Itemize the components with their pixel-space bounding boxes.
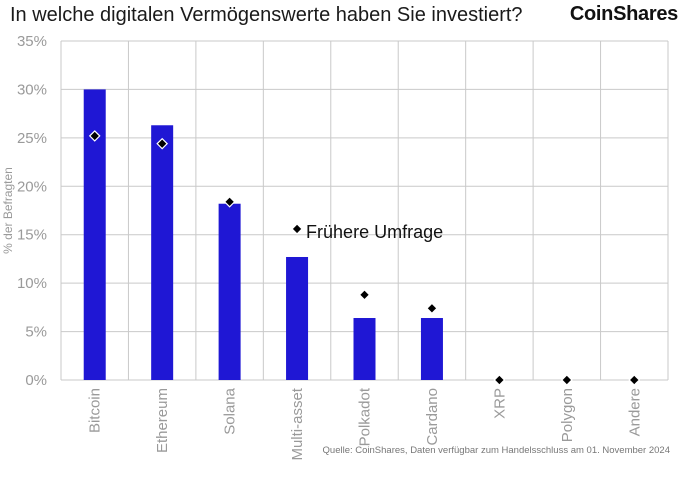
- y-tick-label: 30%: [17, 81, 47, 98]
- previous-survey-marker: [156, 137, 169, 150]
- bar: [353, 318, 376, 380]
- y-tick-label: 20%: [17, 178, 47, 195]
- x-tick-label: Multi-asset: [289, 387, 306, 460]
- y-tick-label: 10%: [17, 275, 47, 292]
- coinshares-logo: CoinShares: [569, 3, 678, 25]
- x-tick-labels: Bitcoin Ethereum Solana Multi-asset Polkadot…: [87, 387, 644, 460]
- y-tick-label: 35%: [17, 33, 47, 50]
- x-tick-label: Polkadot: [357, 387, 374, 446]
- previous-survey-marker: [493, 374, 506, 386]
- x-tick-label: XRP: [491, 388, 508, 419]
- x-tick-label: Cardano: [424, 388, 441, 446]
- previous-survey-marker: [426, 302, 438, 315]
- bar: [83, 89, 106, 380]
- source-note: Quelle: CoinShares, Daten verfügbar zum …: [322, 445, 670, 456]
- y-tick-label: 25%: [17, 130, 47, 147]
- x-tick-label: Solana: [222, 387, 239, 434]
- bars: [83, 89, 443, 380]
- annotation: Frühere Umfrage: [291, 222, 443, 242]
- y-tick-label: 0%: [25, 372, 47, 389]
- x-tick-label: Polygon: [559, 388, 576, 442]
- bar: [420, 318, 443, 380]
- x-tick-label: Bitcoin: [87, 388, 104, 433]
- x-tick-label: Andere: [626, 388, 643, 436]
- previous-survey-markers: [88, 130, 641, 386]
- annotation-marker: [291, 223, 303, 235]
- y-tick-label: 15%: [17, 227, 47, 244]
- bar: [218, 203, 241, 380]
- bar: [151, 125, 174, 380]
- previous-survey-marker: [628, 374, 641, 386]
- bar: [286, 256, 309, 380]
- annotation-text: Frühere Umfrage: [306, 222, 443, 242]
- previous-survey-marker: [358, 288, 371, 301]
- x-tick-label: Ethereum: [154, 388, 171, 453]
- previous-survey-marker: [88, 130, 101, 142]
- y-tick-labels: 0% 5% 10% 15% 20% 25% 30% 35%: [17, 33, 47, 389]
- y-tick-label: 5%: [25, 324, 47, 341]
- previous-survey-marker: [223, 195, 236, 208]
- y-axis-label: % der Befragten: [1, 167, 15, 254]
- chart-title: In welche digitalen Vermögenswerte haben…: [10, 4, 523, 26]
- previous-survey-marker: [560, 374, 573, 386]
